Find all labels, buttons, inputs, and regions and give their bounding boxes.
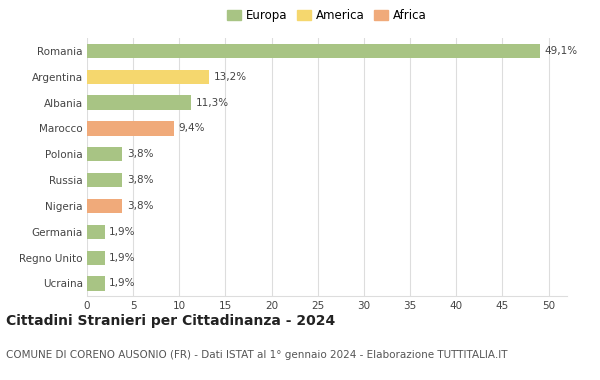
- Bar: [87, 121, 174, 136]
- Bar: [87, 199, 122, 213]
- Bar: [87, 44, 540, 58]
- Text: 13,2%: 13,2%: [214, 72, 247, 82]
- Text: Cittadini Stranieri per Cittadinanza - 2024: Cittadini Stranieri per Cittadinanza - 2…: [6, 314, 335, 328]
- Legend: Europa, America, Africa: Europa, America, Africa: [223, 5, 431, 27]
- Bar: [87, 95, 191, 110]
- Text: 49,1%: 49,1%: [545, 46, 578, 56]
- Text: 1,9%: 1,9%: [109, 253, 136, 263]
- Text: 1,9%: 1,9%: [109, 279, 136, 288]
- Bar: [87, 276, 104, 291]
- Bar: [87, 70, 209, 84]
- Text: 3,8%: 3,8%: [127, 175, 153, 185]
- Bar: [87, 250, 104, 265]
- Text: 11,3%: 11,3%: [196, 98, 229, 108]
- Text: 3,8%: 3,8%: [127, 201, 153, 211]
- Bar: [87, 147, 122, 162]
- Bar: [87, 225, 104, 239]
- Text: 3,8%: 3,8%: [127, 149, 153, 159]
- Text: 1,9%: 1,9%: [109, 227, 136, 237]
- Text: 9,4%: 9,4%: [178, 124, 205, 133]
- Bar: [87, 173, 122, 187]
- Text: COMUNE DI CORENO AUSONIO (FR) - Dati ISTAT al 1° gennaio 2024 - Elaborazione TUT: COMUNE DI CORENO AUSONIO (FR) - Dati IST…: [6, 350, 508, 359]
